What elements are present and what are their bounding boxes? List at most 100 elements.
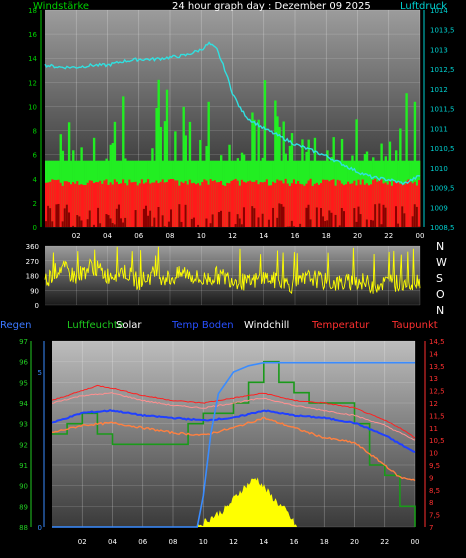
wind-avg-bar bbox=[210, 179, 212, 227]
rain-tick-label: 0 bbox=[38, 524, 42, 532]
wind-avg-bar bbox=[91, 181, 93, 227]
x-tick-label: 20 bbox=[350, 538, 359, 546]
wind-bar bbox=[114, 224, 116, 227]
temp-tick-label: 13 bbox=[429, 375, 438, 383]
wind-avg-bar bbox=[410, 182, 412, 227]
legend-solar: Solar bbox=[116, 320, 141, 331]
wind-avg-bar bbox=[160, 182, 162, 227]
humidity-tick-label: 93 bbox=[19, 421, 28, 429]
wind-bar bbox=[51, 221, 53, 227]
temp-tick-label: 10,5 bbox=[429, 437, 445, 445]
wind-bar bbox=[258, 217, 260, 227]
wind-avg-bar bbox=[270, 185, 272, 227]
y-right-tick-label: 1012,5 bbox=[430, 66, 455, 74]
wind-bar bbox=[370, 220, 372, 227]
y-left-tick-label: 10 bbox=[28, 103, 37, 111]
legend-dewpoint: Taupunkt bbox=[392, 320, 438, 331]
wind-bar bbox=[178, 204, 180, 227]
wind-avg-bar bbox=[318, 185, 320, 227]
wind-avg-bar bbox=[51, 179, 53, 227]
wind-bar bbox=[220, 211, 222, 227]
wind-avg-bar bbox=[391, 186, 393, 227]
y-right-tick-label: 1010 bbox=[430, 165, 448, 173]
wind-avg-bar bbox=[418, 180, 420, 227]
wind-bar bbox=[335, 215, 337, 227]
wind-avg-bar bbox=[249, 181, 251, 227]
wind-avg-bar bbox=[230, 181, 232, 227]
wind-avg-bar bbox=[70, 184, 72, 227]
wind-avg-bar bbox=[155, 180, 157, 227]
wind-avg-bar bbox=[368, 185, 370, 227]
wind-bar bbox=[360, 214, 362, 227]
wind-bar bbox=[310, 219, 312, 227]
direction-letter: S bbox=[436, 272, 443, 285]
wind-avg-bar bbox=[95, 182, 97, 227]
temp-tick-label: 14 bbox=[429, 350, 438, 358]
humidity-tick-label: 88 bbox=[19, 524, 28, 532]
wind-avg-bar bbox=[85, 185, 87, 227]
wind-avg-bar bbox=[128, 180, 130, 227]
wind-bar bbox=[47, 206, 49, 227]
wind-avg-bar bbox=[303, 186, 305, 227]
wind-bar bbox=[401, 206, 403, 227]
y-right-tick-label: 1009 bbox=[430, 204, 448, 212]
x-tick-label: 06 bbox=[134, 232, 143, 240]
humidity-tick-label: 94 bbox=[19, 400, 28, 408]
wind-avg-bar bbox=[174, 180, 176, 227]
wind-avg-bar bbox=[166, 182, 168, 227]
wind-bar bbox=[339, 225, 341, 227]
wind-bar bbox=[210, 223, 212, 227]
wind-bar bbox=[268, 220, 270, 227]
wind-bar bbox=[383, 205, 385, 227]
wind-avg-bar bbox=[297, 181, 299, 227]
temp-tick-label: 11 bbox=[429, 425, 438, 433]
humidity-tick-label: 90 bbox=[19, 483, 28, 491]
temp-tick-label: 12 bbox=[429, 400, 438, 408]
wind-avg-bar bbox=[176, 180, 178, 227]
wind-avg-bar bbox=[183, 183, 185, 227]
x-tick-label: 12 bbox=[228, 232, 237, 240]
y-left-tick-label: 4 bbox=[33, 176, 38, 184]
rain-tick-label: 5 bbox=[38, 369, 42, 377]
temp-tick-label: 9,5 bbox=[429, 462, 440, 470]
x-tick-label: 10 bbox=[197, 232, 206, 240]
wind-bar bbox=[62, 221, 64, 227]
wind-avg-bar bbox=[345, 184, 347, 227]
x-tick-label: 04 bbox=[103, 232, 112, 240]
wind-avg-bar bbox=[372, 180, 374, 227]
wind-bar bbox=[145, 206, 147, 227]
wind-avg-bar bbox=[339, 181, 341, 227]
x-tick-label: 04 bbox=[108, 538, 117, 546]
wind-avg-bar bbox=[141, 179, 143, 227]
wind-avg-bar bbox=[53, 180, 55, 227]
wind-avg-bar bbox=[266, 179, 268, 227]
wind-bar bbox=[291, 221, 293, 227]
wind-avg-bar bbox=[387, 185, 389, 227]
wind-avg-bar bbox=[255, 180, 257, 227]
wind-avg-bar bbox=[60, 183, 62, 227]
wind-bar bbox=[124, 218, 126, 227]
wind-avg-bar bbox=[399, 184, 401, 227]
y-right-tick-label: 1011 bbox=[430, 125, 448, 133]
wind-avg-bar bbox=[122, 179, 124, 227]
wind-bar bbox=[89, 210, 91, 227]
wind-avg-bar bbox=[62, 186, 64, 227]
wind-avg-bar bbox=[99, 181, 101, 227]
temp-tick-label: 7,5 bbox=[429, 512, 440, 520]
wind-bar bbox=[180, 222, 182, 227]
x-tick-label: 00 bbox=[416, 232, 425, 240]
wind-bar bbox=[191, 219, 193, 227]
wind-avg-bar bbox=[224, 186, 226, 227]
wind-bar bbox=[151, 226, 153, 227]
wind-avg-bar bbox=[74, 184, 76, 227]
wind-bar bbox=[158, 207, 160, 227]
wind-avg-bar bbox=[337, 180, 339, 227]
temp-tick-label: 8,5 bbox=[429, 487, 440, 495]
wind-avg-bar bbox=[299, 184, 301, 227]
wind-avg-bar bbox=[351, 183, 353, 227]
wind-bar bbox=[366, 220, 368, 227]
wind-avg-bar bbox=[93, 183, 95, 227]
wind-avg-bar bbox=[168, 180, 170, 227]
wind-bar bbox=[328, 210, 330, 227]
x-tick-label: 18 bbox=[320, 538, 329, 546]
